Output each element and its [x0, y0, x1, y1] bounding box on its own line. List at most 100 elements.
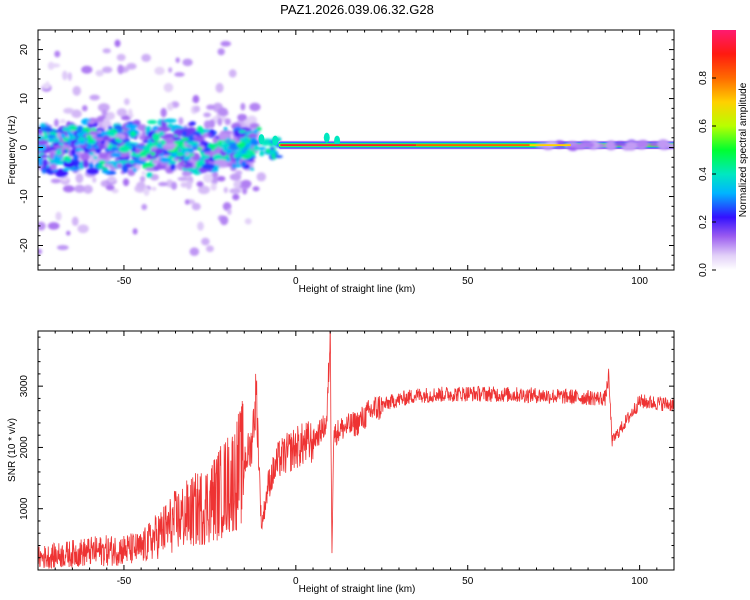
spectrogram-cell	[224, 118, 231, 126]
y-tick-label: 3000	[19, 375, 30, 398]
spectrogram-cell	[225, 137, 230, 142]
x-tick-label: 0	[293, 576, 299, 587]
spectrogram-cell	[203, 112, 212, 118]
spectrogram-cell	[272, 135, 279, 146]
snr-x-ticks: -50 0 50 100	[37, 331, 675, 587]
spectrogram-cell	[58, 142, 64, 146]
snr-panel: -50 0 50 100 1000 2000 3000 Height of straigh…	[7, 330, 675, 595]
spectrogram-cell	[118, 145, 130, 153]
spectrogram-cell	[137, 145, 145, 150]
spectrogram-cell	[146, 146, 152, 152]
spectrogram-cell	[168, 67, 173, 73]
spectrogram-cell	[107, 125, 113, 130]
spectrogram-cell	[217, 117, 223, 126]
spectrogram-noise-blobs	[38, 39, 284, 256]
spectrogram-frame	[37, 29, 675, 271]
spectrogram-cell	[228, 69, 237, 78]
spectrogram-cell	[185, 179, 193, 190]
spectrogram-cell	[182, 58, 193, 67]
spectrogram-cell	[72, 85, 81, 96]
spectrogram-cell	[181, 170, 192, 177]
tone-core-segment	[416, 144, 530, 147]
spectrogram-cell	[38, 248, 43, 255]
x-tick-label: 100	[631, 276, 648, 287]
spectrogram-xlabel: Height of straight line (km)	[299, 284, 416, 295]
spectrogram-cell	[96, 165, 105, 169]
spectrogram-cell	[83, 184, 93, 194]
spectrogram-cell	[102, 48, 111, 54]
spectrogram-cell	[118, 160, 130, 164]
colorbar-ticks: 0.0 0.2 0.4 0.6 0.8	[698, 71, 716, 277]
spectrogram-cell	[93, 155, 98, 160]
spectrogram-cell	[41, 167, 46, 174]
spectrogram-cell	[125, 123, 138, 129]
spectrogram-cell	[238, 130, 247, 134]
spectrogram-cell	[223, 186, 228, 194]
spectrogram-cell	[213, 159, 228, 166]
spectrogram-cell	[82, 159, 89, 169]
spectrogram-cell	[229, 188, 242, 194]
spectrogram-cell	[102, 167, 108, 171]
colorbar-tick-label: 0.6	[698, 119, 709, 133]
spectrogram-cell	[274, 155, 283, 159]
spectrogram-cell	[201, 163, 216, 170]
spectrogram-cell	[259, 150, 265, 157]
snr-y-ticks: 1000 2000 3000	[19, 336, 674, 571]
spectrogram-cell	[205, 245, 214, 253]
spectrogram-cell	[196, 181, 204, 187]
spectrogram-cell	[232, 193, 240, 201]
spectrogram-cell	[105, 146, 119, 152]
spectrogram-cell	[49, 152, 54, 160]
spectrogram-cell	[117, 64, 124, 75]
spectrogram-cell	[152, 164, 167, 170]
spectrogram-y-ticks: -20 -10 0 10 20	[19, 29, 674, 266]
y-tick-label: 20	[19, 44, 30, 56]
spectrogram-cell	[116, 163, 123, 169]
spectrogram-cell	[55, 211, 62, 221]
colorbar-tick-label: 0.4	[698, 167, 709, 181]
spectrogram-cell	[55, 150, 62, 155]
spectrogram-cell	[209, 129, 214, 135]
spectrogram-cell	[129, 159, 135, 165]
spectrogram-cell	[62, 70, 68, 81]
spectrogram-cell	[162, 118, 177, 123]
spectrogram-cell	[52, 145, 63, 149]
spectrogram-cell	[122, 178, 130, 187]
y-tick-label: -20	[19, 238, 30, 253]
spectrogram-cell	[71, 109, 82, 118]
spectrogram-cell	[271, 153, 278, 160]
spectrogram-cell	[167, 155, 175, 160]
spectrogram-cell	[74, 159, 79, 168]
spectrogram-cell	[182, 130, 187, 136]
spectrogram-cell	[158, 131, 165, 136]
spectrogram-cell	[97, 142, 105, 150]
spectrogram-cell	[225, 157, 231, 163]
spectrogram-cell	[139, 175, 146, 183]
spectrogram-cell	[63, 107, 75, 114]
spectrogram-cell	[88, 162, 94, 170]
spectrogram-cell	[56, 244, 69, 251]
spectrogram-panel: -50 0 50 100 -20 -10 0 10 20 Height of straight…	[7, 29, 675, 295]
x-tick-label: 100	[631, 576, 648, 587]
y-tick-label: -10	[19, 189, 30, 204]
spectrogram-cell	[625, 141, 638, 151]
spectrogram-cell	[92, 177, 97, 183]
spectrogram-cell	[96, 133, 103, 138]
colorbar-label: Normalized spectral amplitude	[738, 82, 749, 217]
spectrogram-cell	[74, 142, 79, 147]
spectrogram-cell	[189, 247, 200, 256]
x-tick-label: 0	[293, 276, 299, 287]
x-tick-label: -50	[117, 576, 132, 587]
spectrogram-cell	[185, 162, 194, 166]
spectrogram-cell	[45, 147, 52, 153]
spectrogram-cell	[136, 181, 146, 190]
spectrogram-cell	[54, 168, 69, 178]
spectrogram-cell	[219, 215, 229, 226]
spectrogram-cell	[42, 158, 48, 168]
spectrogram-cell	[85, 134, 93, 139]
spectrogram-cell	[98, 160, 106, 165]
spectrogram-ylabel: Frequency (Hz)	[7, 116, 18, 185]
spectrogram-cell	[141, 53, 151, 62]
spectrogram-cell	[38, 160, 43, 167]
spectrogram-cell	[184, 199, 190, 205]
